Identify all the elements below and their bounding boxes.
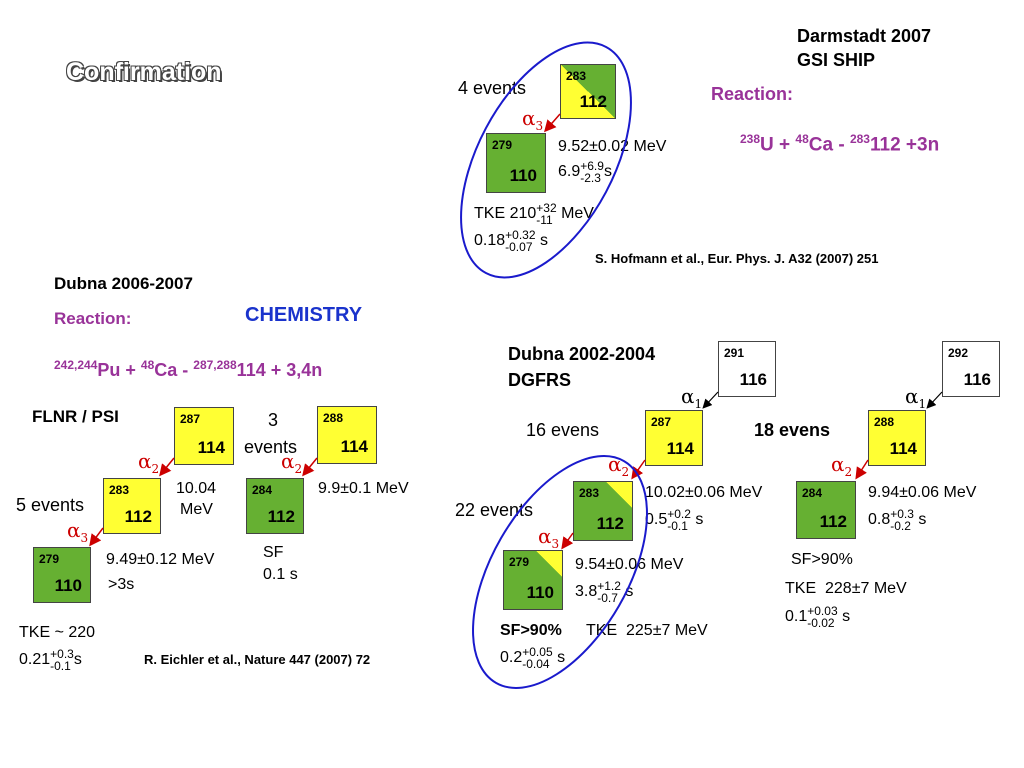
dgfrs-287-decay-arrow: [631, 459, 646, 480]
gsi-nuclide-279-110: 279 110: [486, 133, 546, 193]
dgfrs-291-alpha2: α2: [608, 452, 630, 479]
gsi-reaction-label: Reaction:: [711, 84, 794, 104]
chem-right-events-line1: 3: [268, 410, 279, 430]
dgfrs-nuclide-283-112: 283 112: [573, 481, 633, 541]
dubna2006-reaction-label: Reaction:: [54, 309, 132, 328]
dgfrs-22-events: 22 events: [455, 500, 534, 520]
chem-left-energy3: 9.49±0.12 MeV: [106, 551, 215, 568]
chem-left-energy2-line1: 10.04: [176, 480, 217, 497]
dubna2006-reference: R. Eichler et al., Nature 447 (2007) 72: [144, 652, 371, 667]
dgfrs-291-sf-time: 0.2 +0.05 -0.04 s: [500, 645, 566, 671]
chem-right-energy: 9.9±0.1 MeV: [318, 480, 409, 497]
chem-left-time3: >3s: [108, 576, 135, 593]
page-title: Confirmation: [66, 58, 222, 86]
gsi-events: 4 events: [458, 78, 527, 98]
gsi-reference: S. Hofmann et al., Eur. Phys. J. A32 (20…: [595, 251, 879, 266]
dgfrs-291-time3: 3.8 +1.2 -0.7 s: [575, 579, 634, 605]
dgfrs-291-alpha3: α3: [538, 524, 560, 551]
dgfrs-nuclide-288-114: 288 114: [868, 410, 926, 466]
dubna2002-heading-line2: DGFRS: [508, 370, 571, 390]
dgfrs-292-sf-time: 0.1 +0.03 -0.02 s: [785, 604, 851, 630]
chem-right-decay-arrow-288: [302, 457, 318, 477]
dgfrs-nuclide-279-110: 279 110: [503, 550, 563, 610]
chem-nuclide-288-114: 288 114: [317, 406, 377, 464]
dubna2006-reaction: 242,244Pu + 48Ca - 287,288114 + 3,4n: [54, 358, 323, 380]
gsi-lab-line1: Darmstadt 2007: [797, 26, 932, 46]
chem-right-sf-time: 0.1 s: [263, 566, 298, 583]
dgfrs-292-alpha1: α1: [905, 384, 927, 411]
dgfrs-291-time2: 0.5 +0.2 -0.1 s: [645, 507, 704, 533]
chem-nuclide-287-114: 287 114: [174, 407, 234, 465]
dgfrs-292-events: 18 evens: [754, 420, 831, 440]
chem-right-sf: SF: [263, 544, 284, 561]
dgfrs-292-sf: SF>90%: [791, 551, 853, 568]
dgfrs-291-decay-arrow: [702, 391, 719, 409]
gsi-alpha3: α3: [522, 106, 544, 133]
dgfrs-292-tke: TKE 228±7 MeV: [785, 580, 907, 597]
chem-left-decay-arrow-287: [159, 457, 175, 477]
dgfrs-291-sf: SF>90%: [500, 622, 562, 639]
dgfrs-291-events: 16 evens: [526, 420, 600, 440]
dgfrs-291-tke: TKE 225±7 MeV: [586, 622, 708, 639]
chem-right-alpha2: α2: [281, 449, 303, 476]
dgfrs-291-energy3: 9.54±0.06 MeV: [575, 556, 684, 573]
chem-left-energy2-line2: MeV: [180, 501, 213, 518]
gsi-tke: TKE 210 +32 -11 MeV: [474, 201, 594, 227]
dubna2006-heading: Dubna 2006-2007: [54, 274, 193, 293]
chem-left-tke: TKE ~ 220: [19, 624, 96, 641]
chem-nuclide-283-112: 283 112: [103, 478, 161, 534]
chem-left-alpha3: α3: [67, 518, 89, 545]
dgfrs-nuclide-284-112: 284 112: [796, 481, 856, 539]
dgfrs-288-decay-arrow: [855, 459, 869, 480]
gsi-decay-arrow: [544, 113, 561, 133]
dgfrs-292-decay-arrow: [926, 391, 943, 409]
chem-left-alpha2: α2: [138, 449, 160, 476]
dgfrs-292-energy2: 9.94±0.06 MeV: [868, 484, 977, 501]
dgfrs-291-energy2: 10.02±0.06 MeV: [645, 484, 763, 501]
dgfrs-292-alpha2: α2: [831, 452, 853, 479]
chem-left-sf-time: 0.21 +0.3 -0.1 s: [19, 647, 82, 673]
chem-nuclide-284-112: 284 112: [246, 478, 304, 534]
gsi-reaction: 238U + 48Ca - 283112 +3n: [740, 132, 940, 156]
dubna2002-heading-line1: Dubna 2002-2004: [508, 344, 656, 364]
dgfrs-292-time2: 0.8 +0.3 -0.2 s: [868, 507, 927, 533]
dgfrs-nuclide-291-116: 291 116: [718, 341, 776, 397]
dgfrs-291-alpha1: α1: [681, 384, 703, 411]
gsi-nuclide-283-112: 283 112: [560, 64, 616, 119]
chem-right-events-line2: events: [244, 437, 298, 457]
chem-nuclide-279-110: 279 110: [33, 547, 91, 603]
chem-left-decay-arrow-283: [89, 527, 104, 547]
dgfrs-283-decay-arrow: [561, 532, 574, 550]
gsi-half-life: 6.9 +6.9 -2.3 s: [558, 159, 612, 185]
gsi-lab-line2: GSI SHIP: [797, 50, 876, 70]
chem-left-events: 5 events: [16, 495, 85, 515]
dgfrs-nuclide-287-114: 287 114: [645, 410, 703, 466]
dubna2006-lab: FLNR / PSI: [32, 407, 119, 426]
gsi-sf-time: 0.18 +0.32 -0.07 s: [474, 228, 548, 254]
chemistry-label: CHEMISTRY: [245, 304, 363, 326]
gsi-energy: 9.52±0.02 MeV: [558, 138, 667, 155]
dgfrs-nuclide-292-116: 292 116: [942, 341, 1000, 397]
